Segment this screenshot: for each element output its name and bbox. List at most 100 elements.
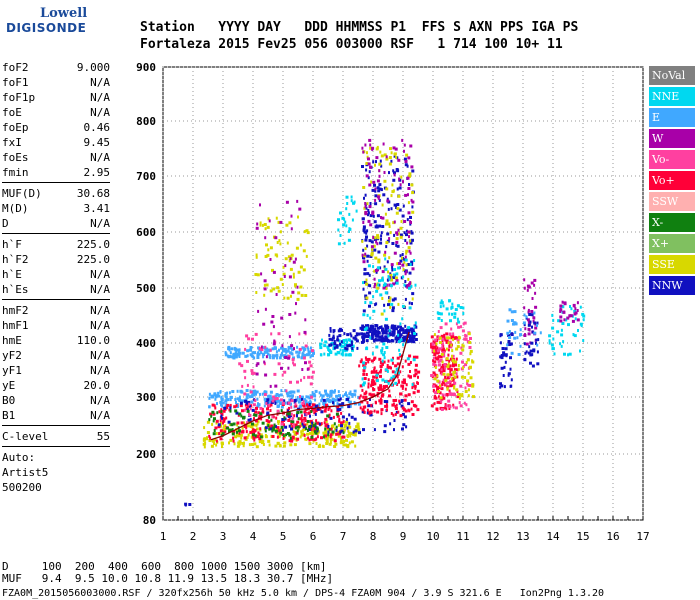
echo-point-vo: [362, 372, 366, 376]
echo-point-nne: [375, 379, 379, 383]
echo-point-x: [283, 416, 286, 420]
echo-point-nnw: [395, 410, 398, 414]
echo-point-nne: [349, 338, 352, 342]
echo-point-sse: [294, 283, 297, 287]
echo-point-nnw: [392, 276, 396, 279]
echo-point-vo: [404, 394, 408, 398]
echo-point-vo: [375, 369, 378, 373]
echo-point-nnw: [381, 336, 384, 340]
echo-point-nnw: [510, 378, 513, 382]
echo-point-w: [559, 310, 562, 313]
echo-point-nnw: [283, 399, 286, 403]
echo-point-nnw: [340, 424, 343, 428]
echo-point-sse: [462, 366, 464, 370]
echo-point-e: [221, 404, 224, 408]
echo-point-sse: [444, 379, 448, 383]
echo-point-nne: [397, 333, 400, 337]
echo-point-vo: [412, 355, 416, 359]
echo-point-vo: [308, 360, 312, 364]
echo-point-vo: [387, 359, 390, 363]
echo-point-vo: [363, 377, 367, 380]
echo-point-nnw: [365, 206, 368, 210]
echo-point-e: [301, 353, 304, 357]
echo-point-e: [353, 401, 356, 404]
echo-point-sse: [403, 260, 406, 264]
echo-point-e: [234, 348, 237, 352]
echo-point-nne: [390, 358, 394, 362]
echo-point-e: [269, 390, 273, 394]
echo-point-w: [272, 342, 276, 346]
echo-point-nnw: [373, 339, 376, 343]
echo-point-e: [345, 394, 348, 398]
echo-point-nnw: [379, 241, 383, 245]
echo-point-nnw: [402, 331, 406, 335]
echo-point-vo: [375, 376, 378, 379]
echo-point-nnw: [358, 332, 361, 336]
echo-point-vo: [324, 417, 328, 421]
echo-point-nnw: [402, 204, 405, 208]
echo-point-vo: [338, 418, 341, 421]
echo-point-sse: [308, 442, 312, 446]
echo-point-e: [510, 351, 514, 355]
param-name: foE: [2, 106, 22, 119]
echo-point-vo: [261, 407, 264, 411]
echo-point-w: [403, 143, 406, 147]
echo-point-vo: [455, 357, 458, 361]
echo-point-e: [308, 401, 311, 405]
echo-point-nnw: [339, 342, 342, 346]
echo-point-e: [229, 351, 232, 355]
echo-point-sse: [215, 432, 218, 435]
echo-point-vo: [260, 414, 263, 418]
echo-point-e: [245, 396, 249, 399]
echo-point-sse: [389, 273, 393, 277]
echo-point-sse: [369, 146, 373, 150]
echo-point-w: [374, 282, 376, 286]
echo-point-e: [312, 392, 316, 396]
echo-point-sse: [312, 426, 315, 430]
echo-point-vo: [363, 392, 367, 396]
echo-point-sse: [471, 360, 475, 364]
echo-point-sse: [304, 294, 308, 297]
echo-point-sse: [204, 442, 207, 445]
echo-point-w: [399, 183, 402, 187]
echo-point-nnw: [510, 332, 514, 336]
echo-point-nnw: [411, 238, 414, 242]
echo-point-e: [232, 352, 235, 356]
echo-point-nnw: [386, 278, 389, 282]
echo-point-vo: [214, 406, 217, 410]
echo-point-vo: [440, 408, 444, 411]
echo-point-nne: [459, 306, 463, 309]
echo-point-vo: [414, 372, 418, 376]
echo-point-e: [285, 350, 288, 354]
echo-point-e: [267, 352, 269, 356]
echo-point-vo: [263, 393, 267, 397]
echo-point-nnw: [375, 160, 377, 164]
echo-point-vo: [218, 432, 221, 436]
echo-point-nnw: [188, 503, 192, 506]
echo-point-nnw: [362, 339, 365, 343]
echo-point-vo: [325, 406, 328, 410]
echo-point-nnw: [408, 301, 411, 305]
echo-point-w: [262, 322, 266, 326]
echo-point-vo: [276, 409, 280, 413]
echo-point-vo: [240, 421, 244, 425]
echo-point-e: [246, 349, 250, 353]
echo-point-e: [274, 346, 277, 350]
echo-point-vo: [273, 397, 277, 401]
echo-point-vo: [445, 404, 448, 408]
echo-point-nne: [414, 283, 417, 287]
echo-point-nnw: [380, 234, 383, 238]
echo-point-vo: [371, 383, 375, 386]
echo-point-vo: [219, 429, 223, 433]
echo-point-vo: [220, 412, 224, 416]
echo-point-nne: [362, 361, 366, 365]
echo-point-e: [214, 397, 217, 401]
echo-point-vo: [248, 413, 250, 416]
echo-point-sse: [206, 420, 210, 424]
y-tick-label: 700: [136, 170, 156, 183]
echo-point-nne: [388, 329, 391, 333]
param-name: foF1: [2, 76, 29, 89]
echo-point-nnw: [341, 415, 345, 419]
echo-point-e: [271, 354, 275, 358]
echo-point-vo: [310, 395, 314, 399]
